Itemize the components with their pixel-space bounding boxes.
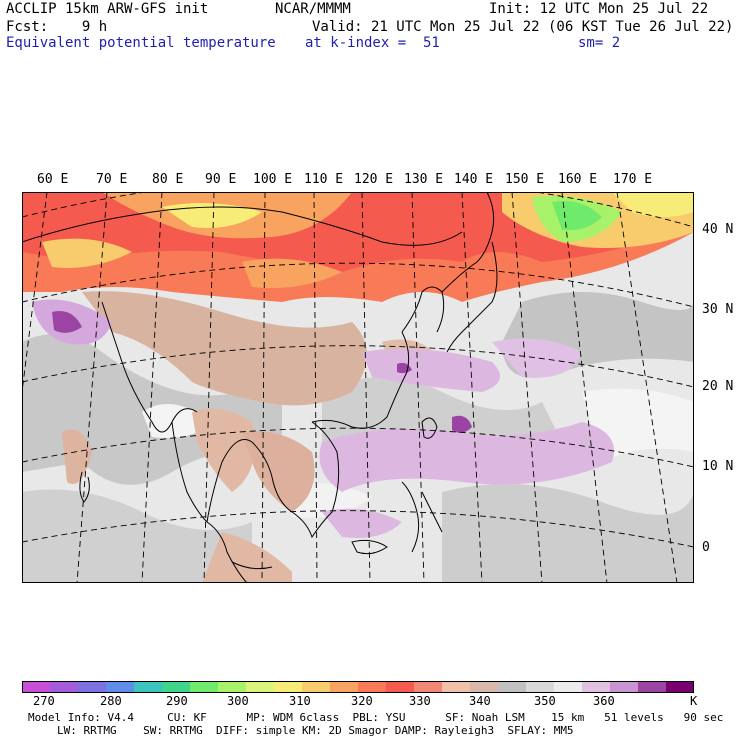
colorbar-cell <box>218 681 247 693</box>
model-info-line2: LW: RRTMG SW: RRTMG DIFF: simple KM: 2D … <box>57 724 574 737</box>
colorbar-cell <box>78 681 107 693</box>
colorbar-tick: 270 <box>33 694 55 708</box>
colorbar-cell <box>386 681 415 693</box>
lon-label: 110 E <box>304 172 344 187</box>
lon-label: 120 E <box>354 172 394 187</box>
colorbar-cell <box>22 681 51 693</box>
smoothing-label: sm= 2 <box>578 35 621 51</box>
colorbar-cell <box>554 681 583 693</box>
colorbar-cell <box>190 681 219 693</box>
colorbar-tick: 360 <box>593 694 615 708</box>
warm-band <box>22 192 694 302</box>
colorbar-cell <box>358 681 387 693</box>
lon-label: 90 E <box>205 172 237 187</box>
lat-label: 20 N <box>702 379 734 394</box>
lon-label: 130 E <box>404 172 444 187</box>
colorbar-tick: 300 <box>227 694 249 708</box>
org-label: NCAR/MMMM <box>275 1 351 17</box>
colorbar-cell <box>106 681 135 693</box>
colorbar-cell <box>302 681 331 693</box>
lat-label: 40 N <box>702 222 734 237</box>
lon-label: 160 E <box>558 172 598 187</box>
model-info-line1: Model Info: V4.4 CU: KF MP: WDM 6class P… <box>28 711 724 724</box>
lon-label: 80 E <box>152 172 184 187</box>
lat-label: 10 N <box>702 459 734 474</box>
map-frame <box>22 192 694 583</box>
valid-time: Valid: 21 UTC Mon 25 Jul 22 (06 KST Tue … <box>312 19 734 35</box>
colorbar-cell <box>610 681 639 693</box>
colorbar-cell <box>414 681 443 693</box>
lon-label: 60 E <box>37 172 69 187</box>
forecast-hour: Fcst: 9 h <box>6 19 108 35</box>
colorbar-cell <box>246 681 275 693</box>
lon-label: 70 E <box>96 172 128 187</box>
colorbar-cell <box>498 681 527 693</box>
colorbar-unit: K <box>690 694 698 708</box>
colorbar-cell <box>638 681 667 693</box>
lat-label: 0 <box>702 540 710 555</box>
colorbar-cell <box>442 681 471 693</box>
colorbar-tick: 310 <box>289 694 311 708</box>
colorbar-cell <box>274 681 303 693</box>
colorbar-tick: 350 <box>534 694 556 708</box>
graticule <box>22 192 694 583</box>
colorbar-cell <box>134 681 163 693</box>
colorbar-cell <box>330 681 359 693</box>
lon-label: 140 E <box>454 172 494 187</box>
colorbar-tick: 320 <box>351 694 373 708</box>
colorbar-tick: 330 <box>409 694 431 708</box>
init-time: Init: 12 UTC Mon 25 Jul 22 <box>489 1 709 17</box>
colorbar-cell <box>526 681 555 693</box>
colorbar-cell <box>470 681 499 693</box>
model-title: ACCLIP 15km ARW-GFS init <box>6 1 209 17</box>
colorbar-cell <box>582 681 611 693</box>
coastlines <box>22 192 498 583</box>
lon-label: 170 E <box>613 172 653 187</box>
colorbar-tick: 290 <box>166 694 188 708</box>
field-name: Equivalent potential temperature <box>6 35 276 51</box>
colorbar-cell <box>666 681 694 693</box>
colorbar-cell <box>162 681 191 693</box>
colorbar-cell <box>50 681 79 693</box>
colorbar <box>22 681 694 693</box>
purple-bands <box>32 299 614 538</box>
lon-label: 100 E <box>253 172 293 187</box>
lat-label: 30 N <box>702 302 734 317</box>
lon-label: 150 E <box>505 172 545 187</box>
colorbar-tick: 340 <box>469 694 491 708</box>
colorbar-tick: 280 <box>100 694 122 708</box>
theta-e-map <box>22 192 694 583</box>
level-label: at k-index = 51 <box>305 35 440 51</box>
